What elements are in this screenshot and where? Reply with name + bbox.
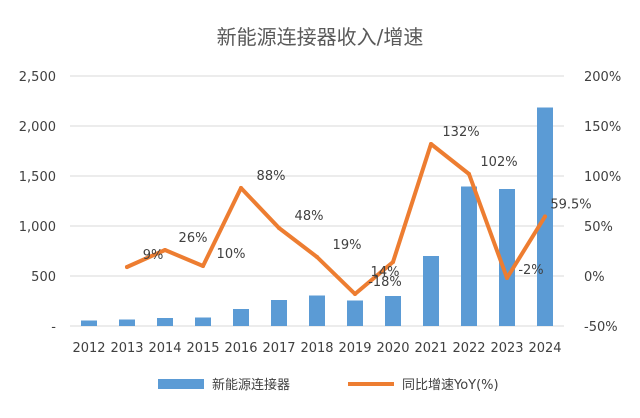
line-point <box>429 142 433 146</box>
x-tick-label: 2017 <box>262 341 295 356</box>
y-right-tick-label: 150% <box>584 120 621 135</box>
bar <box>461 186 477 326</box>
x-tick-label: 2016 <box>224 341 257 356</box>
bar <box>309 295 325 326</box>
yoy-data-label: -18% <box>368 275 402 290</box>
yoy-data-label: 59.5% <box>550 198 591 213</box>
line-point <box>201 264 205 268</box>
yoy-data-label: 48% <box>295 209 324 224</box>
y-left-tick-label: 500 <box>31 270 56 285</box>
line-point <box>239 186 243 190</box>
bar <box>233 309 249 326</box>
x-tick-label: 2018 <box>300 341 333 356</box>
y-right-tick-label: -50% <box>584 320 618 335</box>
y-left-tick-label: 2,000 <box>19 120 56 135</box>
x-tick-label: 2019 <box>338 341 371 356</box>
axes: - 500 1,000 1,500 2,000 2,500 -50% 0% 50% 100% 150… <box>19 70 621 356</box>
bar <box>385 296 401 326</box>
x-tick-label: 2022 <box>452 341 485 356</box>
yoy-data-label: 102% <box>480 155 517 170</box>
bar-series <box>81 107 553 326</box>
yoy-data-label: 19% <box>333 238 362 253</box>
line-series <box>125 142 547 296</box>
legend-label-line: 同比增速YoY(%) <box>402 378 499 393</box>
x-tick-label: 2014 <box>148 341 181 356</box>
data-labels: 9% 26% 10% 88% 48% 19% -18%14% 132%102% -2% 59.5% <box>143 125 592 290</box>
bar <box>499 189 515 326</box>
yoy-data-label: 88% <box>257 169 286 184</box>
yoy-data-label: -2% <box>518 263 543 278</box>
x-tick-label: 2015 <box>186 341 219 356</box>
bar <box>81 320 97 326</box>
legend: 新能源连接器 同比增速YoY(%) <box>158 377 499 393</box>
line-point <box>467 172 471 176</box>
line-point <box>505 276 509 280</box>
y-right-tick-label: 100% <box>584 170 621 185</box>
bar <box>119 319 135 326</box>
line-point <box>353 292 357 296</box>
x-tick-label: 2020 <box>376 341 409 356</box>
x-tick-label: 2021 <box>414 341 447 356</box>
line-point <box>391 260 395 264</box>
x-tick-label: 2024 <box>528 341 561 356</box>
line-point <box>543 214 547 219</box>
yoy-data-label: 26% <box>179 231 208 246</box>
gridlines <box>70 75 564 327</box>
y-left-tick-label: - <box>51 320 56 335</box>
legend-label-bars: 新能源连接器 <box>212 377 290 393</box>
bar <box>195 317 211 326</box>
x-tick-label: 2013 <box>110 341 143 356</box>
bar <box>347 300 363 326</box>
yoy-data-label: 14% <box>371 265 400 280</box>
yoy-line <box>125 142 547 296</box>
bar <box>423 256 439 326</box>
yoy-data-label: 9% <box>143 248 164 263</box>
chart-title: 新能源连接器收入/增速 <box>217 25 424 49</box>
line-point <box>163 248 167 252</box>
yoy-data-label: 10% <box>217 247 246 262</box>
bar <box>271 300 287 326</box>
y-right-tick-label: 200% <box>584 70 621 85</box>
line-point <box>315 255 319 259</box>
y-right-tick-label: 0% <box>584 270 605 285</box>
y-left-tick-label: 1,000 <box>19 220 56 235</box>
x-tick-label: 2012 <box>72 341 105 356</box>
legend-swatch-bars <box>158 379 204 389</box>
line-point <box>277 226 281 230</box>
y-left-tick-label: 1,500 <box>19 170 56 185</box>
yoy-data-label: 132% <box>442 125 479 140</box>
bar <box>157 318 173 326</box>
line-point <box>125 265 129 269</box>
x-tick-label: 2023 <box>490 341 523 356</box>
y-left-tick-label: 2,500 <box>19 70 56 85</box>
y-right-tick-label: 50% <box>584 220 613 235</box>
